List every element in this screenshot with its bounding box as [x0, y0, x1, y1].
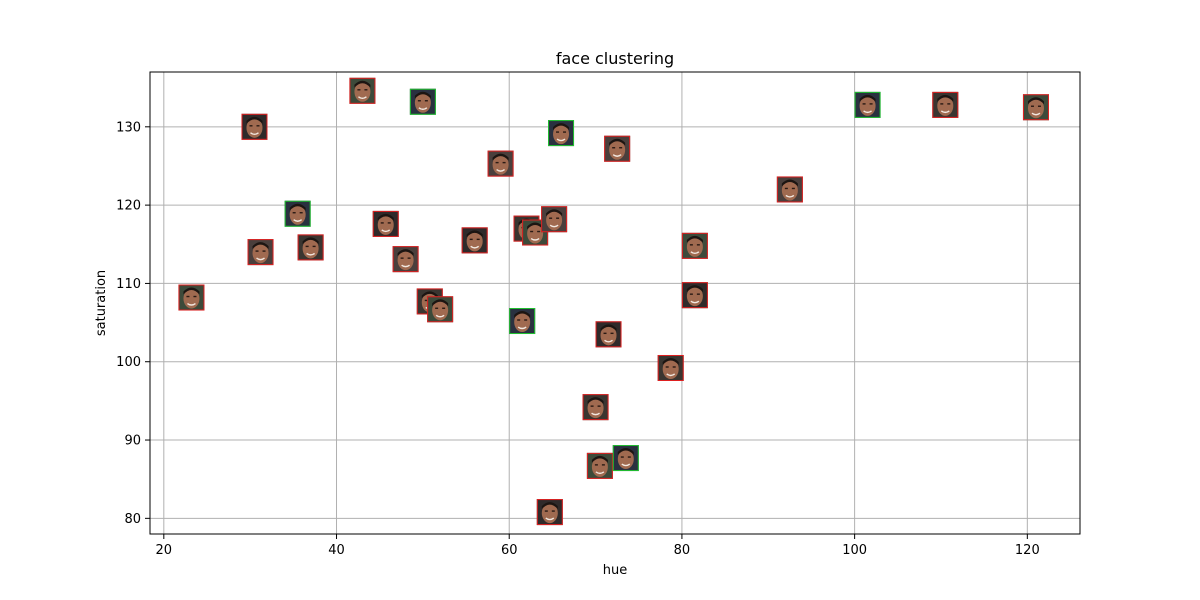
- y-axis-ticks: 80 90 100 110 120 130: [116, 120, 150, 527]
- face-thumbnail-point: [178, 284, 205, 311]
- plot-area: [149, 71, 1081, 535]
- face-thumbnail-point: [854, 91, 881, 118]
- face-thumbnail-point: [427, 296, 454, 323]
- face-thumbnail-point: [548, 120, 575, 147]
- face-thumbnail-point: [487, 150, 514, 177]
- face-thumbnail-point: [582, 394, 609, 421]
- x-tick-label: 80: [674, 543, 691, 558]
- y-tick-label: 90: [124, 434, 141, 449]
- face-thumbnail-point: [372, 210, 399, 237]
- face-thumbnail-point: [349, 77, 376, 104]
- face-thumbnail-point: [284, 200, 311, 227]
- face-thumbnail-point: [604, 135, 631, 162]
- grid-lines: [150, 72, 1080, 534]
- face-thumbnail-point: [595, 321, 622, 348]
- x-tick-label: 60: [501, 543, 518, 558]
- chart-title: face clustering: [556, 49, 674, 68]
- plot-frame: [149, 71, 1081, 535]
- y-tick-label: 100: [116, 355, 141, 370]
- face-thumbnail-point: [612, 445, 639, 472]
- face-thumbnail-point: [681, 282, 708, 309]
- face-thumbnail-point: [461, 227, 488, 254]
- x-tick-label: 120: [1015, 543, 1040, 558]
- face-thumbnail-point: [241, 113, 268, 140]
- face-thumbnail-point: [297, 234, 324, 261]
- data-points: [178, 77, 1049, 526]
- x-tick-label: 40: [328, 543, 345, 558]
- y-tick-label: 120: [116, 199, 141, 214]
- face-thumbnail-point: [776, 176, 803, 203]
- x-tick-label: 20: [156, 543, 173, 558]
- y-axis-label: saturation: [94, 270, 109, 336]
- x-axis-ticks: 20 40 60 80 100 120: [156, 534, 1040, 558]
- face-thumbnail-point: [536, 499, 563, 526]
- x-axis-label: hue: [603, 563, 627, 578]
- face-thumbnail-point: [681, 232, 708, 259]
- face-thumbnail-point: [509, 308, 536, 335]
- face-thumbnail-point: [392, 246, 419, 273]
- y-tick-label: 80: [124, 512, 141, 527]
- face-thumbnail-point: [247, 239, 274, 266]
- face-thumbnail-point: [657, 354, 684, 381]
- face-thumbnail-point: [932, 91, 959, 118]
- face-thumbnail-point: [409, 88, 436, 115]
- face-thumbnail-point: [586, 452, 613, 479]
- y-tick-label: 110: [116, 277, 141, 292]
- x-tick-label: 100: [842, 543, 867, 558]
- y-tick-label: 130: [116, 120, 141, 135]
- face-thumbnail-point: [541, 206, 568, 233]
- face-thumbnail-point: [1022, 94, 1049, 121]
